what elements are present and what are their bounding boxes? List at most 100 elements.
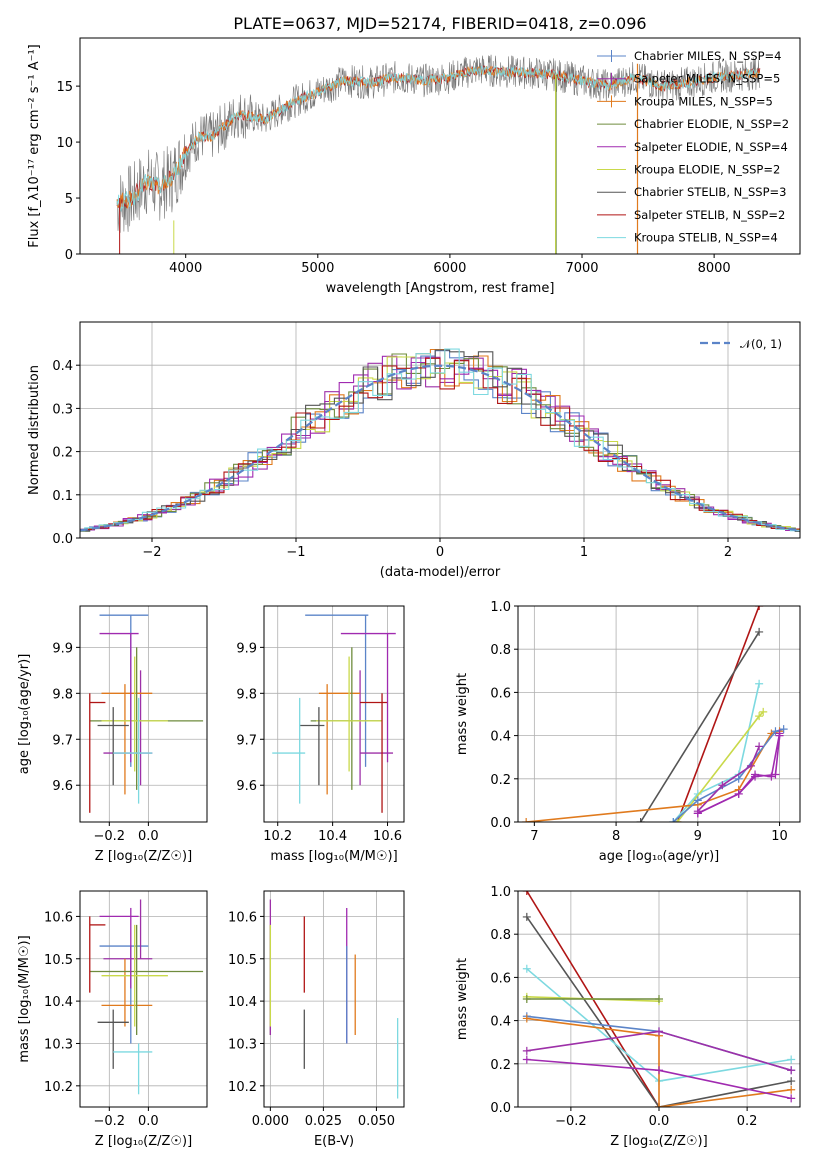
x-tick-label: 7 [530, 829, 538, 844]
weight-marker [751, 772, 760, 781]
weight-marker [771, 727, 780, 736]
weight-series-line [672, 683, 760, 822]
legend-entry: Salpeter MILES, N_SSP=5 [634, 72, 780, 86]
figure-title: PLATE=0637, MJD=52174, FIBERID=0418, z=0… [233, 14, 646, 33]
panel-residuals: −2 −1 0 1 2 0.0 0.1 0.2 0.3 0.4 (data-model)/error… [27, 321, 801, 580]
model-spectrum-line [116, 65, 761, 213]
x-axis-label: mass [log₁₀(M/M☉)] [270, 849, 397, 864]
y-tick-label: 9.6 [52, 779, 73, 794]
y-axis-label: age [log₁₀(age/yr)] [17, 654, 32, 775]
weight-marker [522, 818, 531, 822]
plot-frame [79, 605, 208, 823]
plot-frame [263, 890, 405, 1108]
plot-frame [79, 37, 801, 255]
weight-marker [522, 891, 531, 895]
weight-marker [522, 1014, 531, 1023]
x-tick-label: −2 [142, 545, 161, 560]
y-tick-label: 5 [65, 192, 73, 207]
y-axis-label: Normed distribution [27, 365, 42, 495]
y-tick-label: 9.8 [236, 687, 257, 702]
legend-entry: 𝒩(0, 1) [740, 337, 782, 351]
y-axis-label: mass [log₁₀(M/M☉)] [17, 935, 32, 1062]
weight-marker [787, 1077, 796, 1086]
y-tick-label: 9.9 [52, 641, 73, 656]
x-tick-label: 4000 [169, 261, 202, 276]
x-tick-label: 10 [771, 829, 788, 844]
x-tick-label: 0.2 [737, 1114, 758, 1129]
weight-marker [693, 809, 702, 818]
x-tick-label: 8 [612, 829, 620, 844]
weight-series-line [697, 746, 760, 812]
y-tick-label: 0.6 [490, 971, 511, 986]
y-tick-label: 10.5 [44, 953, 73, 968]
x-tick-label: 0.050 [358, 1114, 395, 1129]
y-axis-label: Flux [f_λ10⁻¹⁷ erg cm⁻² s⁻¹ A⁻¹] [27, 44, 42, 248]
legend-entry: Salpeter STELIB, N_SSP=2 [634, 208, 785, 222]
histogram-series [80, 348, 800, 532]
y-tick-label: 0.0 [490, 816, 511, 831]
weight-marker [734, 774, 743, 783]
panel-mass_vs_ebv: 0.000 0.025 0.050 10.2 10.3 10.4 10.5 10.6 E(B-V… [228, 890, 405, 1149]
weight-marker [755, 742, 764, 751]
legend-entry: Chabrier MILES, N_SSP=4 [634, 49, 781, 63]
y-tick-label: 0.2 [490, 773, 511, 788]
x-tick-label: 10.4 [318, 829, 347, 844]
weight-marker [755, 606, 764, 610]
weight-series-group [522, 891, 796, 1107]
x-tick-label: 0.0 [138, 1114, 159, 1129]
weight-marker [755, 627, 764, 636]
weight-marker [655, 1066, 663, 1075]
weight-marker [655, 1027, 663, 1036]
weight-marker [636, 818, 645, 822]
plot-frame [517, 890, 801, 1108]
panel-weight_vs_Z: −0.2 0.0 0.2 0.0 0.2 0.4 0.6 0.8 1.0 Z [log₁₀(Z/Z… [455, 885, 801, 1149]
y-tick-label: 0.8 [490, 643, 511, 658]
x-tick-label: −0.2 [94, 829, 126, 844]
panel-weight_vs_age: 7 8 9 10 0.0 0.2 0.4 0.6 0.8 1.0 age [log₁₀(age/yr… [455, 600, 801, 864]
y-tick-label: 0.2 [490, 1058, 511, 1073]
y-tick-label: 10.3 [44, 1037, 73, 1052]
plot-frame [517, 605, 801, 823]
y-tick-label: 10.2 [44, 1080, 73, 1095]
weight-marker [522, 1046, 531, 1055]
weight-marker [759, 707, 768, 716]
y-axis-label: mass weight [455, 958, 470, 1040]
weight-series-line [639, 631, 760, 822]
weight-marker [655, 1103, 663, 1107]
y-tick-label: 0.1 [52, 489, 73, 504]
y-tick-label: 10.4 [44, 995, 73, 1010]
y-tick-label: 10.6 [44, 910, 73, 925]
x-tick-label: 10.2 [263, 829, 292, 844]
x-axis-label: Z [log₁₀(Z/Z☉)] [95, 1134, 192, 1149]
legend-entry: Chabrier ELODIE, N_SSP=2 [634, 117, 789, 131]
weight-marker [775, 731, 784, 740]
y-tick-label: 0.4 [52, 359, 73, 374]
x-tick-label: 1 [580, 545, 588, 560]
weight-marker [669, 818, 678, 822]
weight-marker [693, 796, 702, 805]
y-tick-label: 0.6 [490, 686, 511, 701]
weight-marker [787, 1055, 796, 1064]
x-tick-label: −1 [286, 545, 305, 560]
y-tick-label: 9.9 [236, 641, 257, 656]
y-tick-label: 0.3 [52, 402, 73, 417]
y-tick-label: 9.7 [236, 733, 257, 748]
y-tick-label: 1.0 [490, 885, 511, 900]
legend-entry: Salpeter ELODIE, N_SSP=4 [634, 140, 788, 154]
x-tick-label: −0.2 [94, 1114, 126, 1129]
observed-spectrum-line [116, 54, 761, 233]
y-tick-label: 9.8 [52, 687, 73, 702]
x-axis-label: age [log₁₀(age/yr)] [599, 849, 720, 864]
x-tick-label: 0.0 [649, 1114, 670, 1129]
weight-marker [787, 1094, 796, 1103]
y-tick-label: 0 [65, 248, 73, 263]
weight-marker [755, 712, 764, 721]
plot-frame [263, 605, 405, 823]
x-tick-label: 7000 [565, 261, 598, 276]
x-tick-label: 8000 [698, 261, 731, 276]
weight-marker [755, 679, 764, 688]
y-tick-label: 1.0 [490, 600, 511, 615]
legend-entry: Chabrier STELIB, N_SSP=3 [634, 185, 786, 199]
y-tick-label: 10.3 [228, 1037, 257, 1052]
y-tick-label: 10.4 [228, 995, 257, 1010]
